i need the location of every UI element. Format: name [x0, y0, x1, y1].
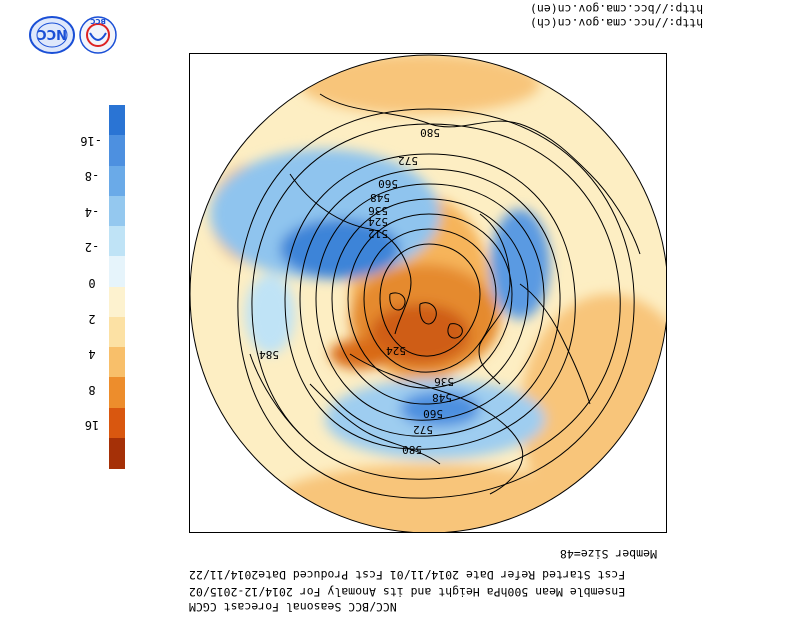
colorbar-segment [109, 256, 125, 287]
coastlines [249, 93, 641, 495]
map-svg: 580 572 560 548 536 524 512 584 524 536 … [190, 54, 666, 532]
contour-labels: 580 572 560 548 536 524 512 584 524 536 … [259, 126, 454, 456]
contour-label: 536 [368, 204, 388, 217]
ncc-logo: NCC [28, 15, 76, 59]
colorbar-tick-label: 4 [88, 347, 96, 362]
footer-line-4: Member Size=48 [560, 547, 657, 561]
footer-line-2: Ensemble Mean 500hPa Height and its Anom… [189, 585, 626, 599]
colorbar-segment [109, 347, 125, 378]
colorbar-tick-label: -16 [80, 133, 102, 148]
svg-text:NCC: NCC [37, 26, 67, 41]
colorbar-segment [109, 165, 125, 197]
contour-label: 512 [368, 227, 388, 240]
map-frame: 580 572 560 548 536 524 512 584 524 536 … [189, 53, 667, 533]
contour-label: 560 [423, 407, 443, 420]
contour-label: 548 [370, 191, 390, 204]
colorbar-segment [109, 286, 125, 318]
contour-label: 524 [368, 215, 388, 228]
colorbar [109, 105, 125, 469]
svg-text:BCC: BCC [90, 17, 106, 25]
colorbar-segment [109, 407, 125, 439]
contour-label: 560 [378, 177, 398, 190]
footer-line-1: NCC/BCC Seasonal Forecast CGCM [189, 600, 397, 614]
bcc-logo: BCC [78, 15, 118, 59]
colorbar-tick-label: 16 [84, 418, 100, 433]
colorbar-tick-label: 0 [88, 275, 96, 290]
colorbar-segment [109, 437, 125, 469]
colorbar-segment [109, 316, 125, 348]
footer-line-3: Fcst Started Refer Date 2014/11/01 Fcst … [189, 568, 626, 582]
colorbar-segment [109, 226, 125, 257]
url-en[interactable]: http://bcc.cma.gov.cn(en) [530, 2, 704, 16]
contour-label: 572 [413, 423, 433, 436]
height-contours [237, 108, 635, 499]
colorbar-segment [109, 377, 125, 408]
contour-label: 572 [398, 154, 418, 167]
colorbar-tick-label: -8 [84, 169, 100, 184]
contour-label: 580 [402, 443, 422, 456]
contour-label: 536 [434, 375, 454, 388]
contour-label: 524 [386, 344, 406, 357]
colorbar-segment [109, 135, 125, 166]
map-rim [190, 54, 666, 532]
contour-label: 548 [432, 391, 452, 404]
colorbar-tick-label: -2 [84, 240, 100, 255]
contour-label: 584 [259, 348, 279, 361]
colorbar-tick-label: 8 [88, 382, 96, 397]
url-ch[interactable]: http://ncc.cma.gov.cn(ch) [530, 16, 704, 30]
colorbar-tick-label: -4 [84, 204, 100, 219]
colorbar-tick-label: 2 [88, 311, 96, 326]
colorbar-segment [109, 105, 125, 136]
contour-label: 580 [420, 126, 440, 139]
colorbar-segment [109, 195, 125, 227]
